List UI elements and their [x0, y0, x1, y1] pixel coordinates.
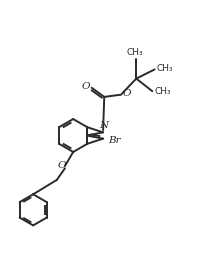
Text: CH₃: CH₃: [155, 87, 171, 96]
Text: CH₃: CH₃: [157, 64, 174, 73]
Text: CH₃: CH₃: [127, 48, 143, 57]
Text: O: O: [123, 89, 131, 98]
Text: O: O: [81, 82, 90, 91]
Text: O: O: [58, 162, 66, 170]
Text: Br: Br: [108, 136, 121, 146]
Text: N: N: [99, 121, 108, 130]
